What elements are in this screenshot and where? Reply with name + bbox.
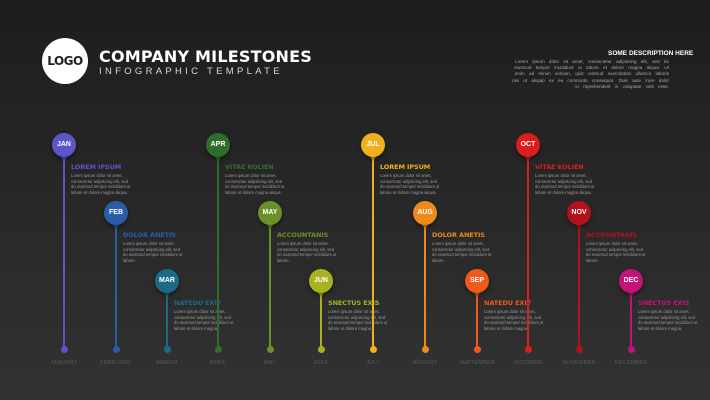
milestone-badge-oct: OCT (516, 133, 540, 157)
milestone-end-dot (575, 345, 583, 353)
milestone-heading: DOLOR ANETIS (432, 231, 485, 239)
milestone-description: Lorem ipsum dolor sit amet, consectetur … (328, 309, 388, 331)
pin-pointer-icon (266, 223, 274, 229)
milestone-heading: DOLOR ANETIS (123, 231, 176, 239)
milestone-heading: SNECTUS EXIS (328, 299, 380, 307)
milestone-description: Lorem ipsum dolor sit amet, consectetur … (71, 173, 131, 195)
pin-pointer-icon (112, 223, 120, 229)
month-label: DECEMBER (614, 360, 648, 366)
month-label: FEBRUARY (100, 360, 132, 366)
milestone-heading: VITAE KOLIEN (225, 163, 274, 171)
month-label: MAY (263, 360, 277, 366)
milestone-stem (630, 295, 632, 349)
milestone-badge-nov: NOV (567, 201, 591, 225)
pin-pointer-icon (421, 223, 429, 229)
milestone-heading: NATEDU EXIT (484, 299, 531, 307)
pin-pointer-icon (627, 291, 635, 297)
milestone-stem (115, 227, 117, 349)
month-label: SEPTEMBER (459, 360, 495, 366)
milestone-end-dot (214, 345, 222, 353)
milestone-stem (424, 227, 426, 349)
pin-pointer-icon (473, 291, 481, 297)
pin-pointer-icon (60, 155, 68, 161)
milestone-stem (578, 227, 580, 349)
milestone-stem (476, 295, 478, 349)
milestone-heading: LOREM IPSUM (71, 163, 122, 171)
milestone-badge-jun: JUN (309, 269, 333, 293)
milestone-end-dot (524, 345, 532, 353)
milestone-heading: VITAE KOLIEN (535, 163, 584, 171)
pin-pointer-icon (317, 291, 325, 297)
milestone-description: Lorem ipsum dolor sit amet, consectetur … (484, 309, 544, 331)
milestone-stem (527, 159, 529, 349)
month-label: JULY (366, 360, 380, 366)
page-title: COMPANY MILESTONES (99, 47, 312, 66)
milestone-heading: ACCOUNTANIS (586, 231, 638, 239)
milestone-stem (320, 295, 322, 349)
pin-pointer-icon (575, 223, 583, 229)
milestone-stem (217, 159, 219, 349)
pin-pointer-icon (369, 155, 377, 161)
milestone-end-dot (266, 345, 274, 353)
pin-pointer-icon (163, 291, 171, 297)
milestone-description: Lorem ipsum dolor sit amet, consectetur … (174, 309, 234, 331)
milestone-stem (372, 159, 374, 349)
milestone-heading: NATEDU EXIT (174, 299, 221, 307)
milestone-description: Lorem ipsum dolor sit amet, consectetur … (638, 309, 698, 331)
milestone-badge-dec: DEC (619, 269, 643, 293)
pin-pointer-icon (214, 155, 222, 161)
milestone-description: Lorem ipsum dolor sit amet, consectetur … (277, 241, 337, 263)
pin-pointer-icon (524, 155, 532, 161)
milestone-badge-may: MAY (258, 201, 282, 225)
milestone-description: Lorem ipsum dolor sit amet, consectetur … (586, 241, 646, 263)
milestone-end-dot (473, 345, 481, 353)
milestone-stem (166, 295, 168, 349)
month-label: JUNE (313, 360, 329, 366)
milestone-heading: SNECTUS EXIS (638, 299, 690, 307)
milestone-end-dot (421, 345, 429, 353)
milestone-description: Lorem ipsum dolor sit amet, consectetur … (535, 173, 595, 195)
logo: LOGO (42, 38, 88, 84)
month-label: OCTOBER (513, 360, 543, 366)
milestone-badge-sep: SEP (465, 269, 489, 293)
milestone-heading: ACCOUNTANIS (277, 231, 329, 239)
description-body: Lorem ipsum dolor sit amet, consectetur … (512, 59, 669, 89)
milestone-end-dot (112, 345, 120, 353)
month-label: APRIL (209, 360, 227, 366)
milestone-badge-feb: FEB (104, 201, 128, 225)
month-label: MARCH (156, 360, 178, 366)
milestone-badge-jul: JUL (361, 133, 385, 157)
month-label: AUGUST (412, 360, 438, 366)
milestone-description: Lorem ipsum dolor sit amet, consectetur … (432, 241, 492, 263)
month-label: NOVEMBER (562, 360, 596, 366)
milestone-end-dot (317, 345, 325, 353)
month-label: JANUARY (50, 360, 78, 366)
milestone-badge-aug: AUG (413, 201, 437, 225)
milestone-end-dot (60, 345, 68, 353)
milestone-badge-jan: JAN (52, 133, 76, 157)
milestone-stem (63, 159, 65, 349)
milestone-description: Lorem ipsum dolor sit amet, consectetur … (123, 241, 183, 263)
page-subtitle: INFOGRAPHIC TEMPLATE (99, 66, 283, 77)
milestone-description: Lorem ipsum dolor sit amet, consectetur … (225, 173, 285, 195)
milestone-heading: LOREM IPSUM (380, 163, 431, 171)
milestone-badge-apr: APR (206, 133, 230, 157)
description-title: SOME DESCRIPTION HERE (608, 50, 694, 57)
milestone-end-dot (369, 345, 377, 353)
milestone-stem (269, 227, 271, 349)
milestone-end-dot (627, 345, 635, 353)
milestone-description: Lorem ipsum dolor sit amet, consectetur … (380, 173, 440, 195)
milestone-badge-mar: MAR (155, 269, 179, 293)
milestone-end-dot (163, 345, 171, 353)
